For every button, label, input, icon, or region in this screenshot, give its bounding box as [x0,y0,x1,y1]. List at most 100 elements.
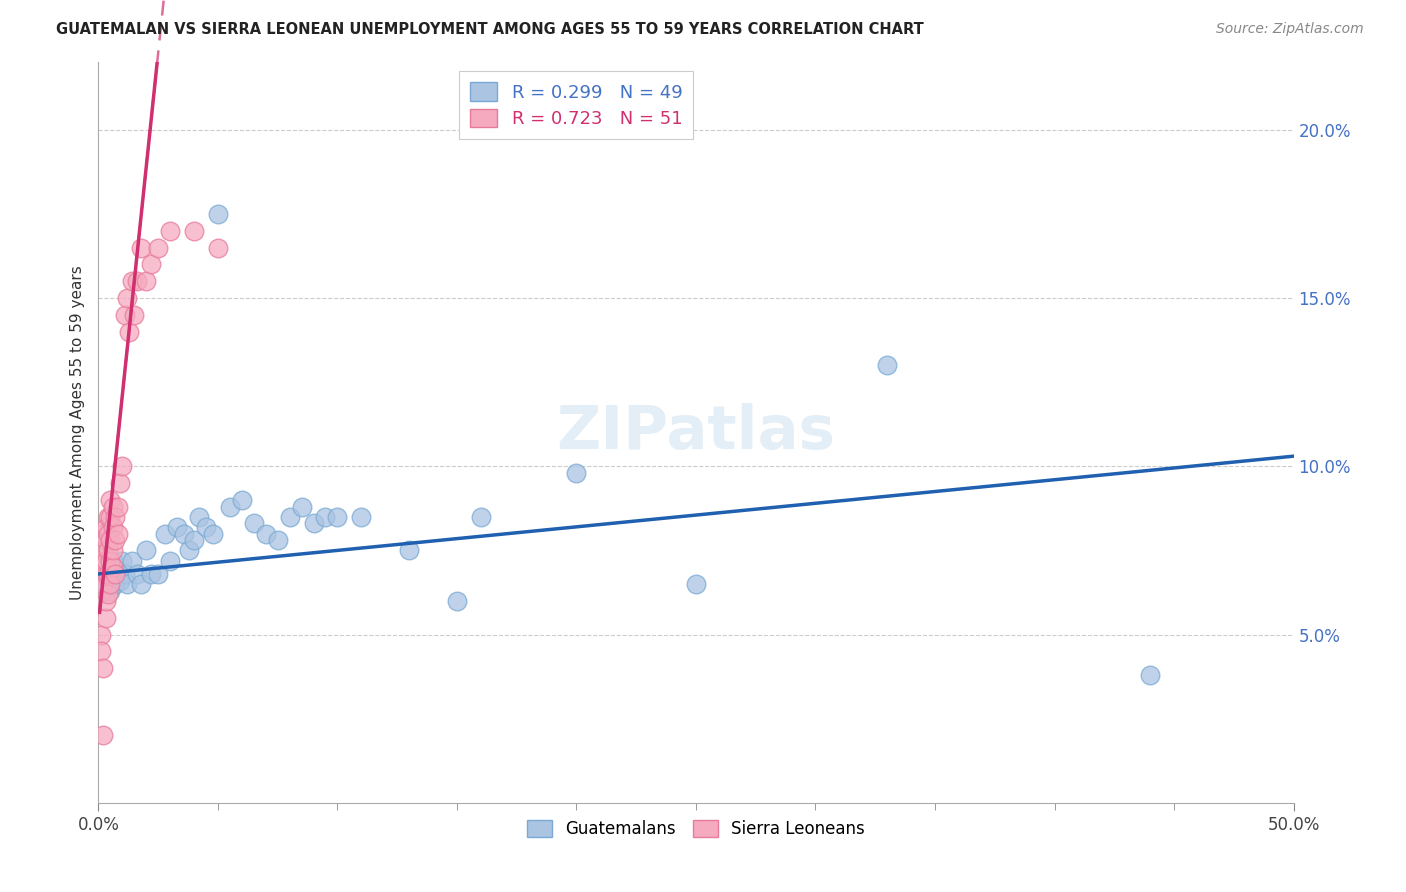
Point [876,359,898,373]
Point [98,577,122,591]
Point [104,533,127,548]
Point [90,644,112,658]
Point [94,520,117,534]
Point [202,526,225,541]
Point [91,577,114,591]
Point [98,566,122,581]
Point [91,560,114,574]
Point [97,570,120,584]
Point [195,520,218,534]
Point [207,240,229,255]
Point [97,587,120,601]
Point [94,566,117,581]
Point [94,594,117,608]
Point [94,553,117,567]
Point [91,566,114,581]
Point [97,566,120,581]
Point [155,526,177,541]
Point [291,500,314,514]
Point [91,543,114,558]
Point [108,476,131,491]
Point [125,566,148,581]
Point [135,274,157,288]
Point [94,533,117,548]
Point [187,509,209,524]
Point [219,500,242,514]
Point [231,492,253,507]
Point [94,610,117,624]
Point [90,566,112,581]
Point [159,224,181,238]
Point [91,661,114,675]
Point [98,533,122,548]
Point [94,577,117,591]
Legend: Guatemalans, Sierra Leoneans: Guatemalans, Sierra Leoneans [519,812,873,847]
Point [101,543,124,558]
Text: GUATEMALAN VS SIERRA LEONEAN UNEMPLOYMENT AMONG AGES 55 TO 59 YEARS CORRELATION : GUATEMALAN VS SIERRA LEONEAN UNEMPLOYMEN… [56,22,924,37]
Point [101,560,124,574]
Point [108,574,131,588]
Point [91,526,114,541]
Point [98,583,122,598]
Point [111,459,134,474]
Point [98,553,122,567]
Point [91,729,114,743]
Point [179,543,201,558]
Point [101,500,124,514]
Point [107,566,129,581]
Point [139,257,162,271]
Point [94,560,117,574]
Point [243,516,266,531]
Point [166,520,188,534]
Text: Source: ZipAtlas.com: Source: ZipAtlas.com [1216,22,1364,37]
Point [131,240,153,255]
Point [124,308,146,322]
Point [398,543,420,558]
Point [115,291,138,305]
Point [90,553,112,567]
Point [131,577,153,591]
Point [114,566,136,581]
Point [446,594,468,608]
Point [90,566,112,581]
Point [90,560,112,574]
Point [97,543,120,558]
Point [107,526,129,541]
Point [148,240,170,255]
Point [139,566,162,581]
Point [183,533,205,548]
Point [104,577,127,591]
Point [90,627,112,641]
Y-axis label: Unemployment Among Ages 55 to 59 years: Unemployment Among Ages 55 to 59 years [69,265,84,600]
Point [183,224,205,238]
Point [115,577,138,591]
Point [470,509,492,524]
Point [98,492,122,507]
Point [91,583,114,598]
Point [254,526,277,541]
Point [302,516,325,531]
Point [207,207,229,221]
Point [121,274,143,288]
Point [173,526,195,541]
Point [350,509,373,524]
Point [135,543,157,558]
Point [148,566,170,581]
Point [326,509,349,524]
Point [111,553,134,567]
Point [315,509,337,524]
Point [107,500,129,514]
Point [278,509,301,524]
Point [104,566,127,581]
Point [267,533,290,548]
Point [118,325,141,339]
Text: ZIPatlas: ZIPatlas [557,403,835,462]
Point [101,553,124,567]
Point [159,553,181,567]
Point [125,274,148,288]
Point [104,509,127,524]
Point [97,509,120,524]
Point [121,553,143,567]
Point [565,466,588,480]
Point [97,526,120,541]
